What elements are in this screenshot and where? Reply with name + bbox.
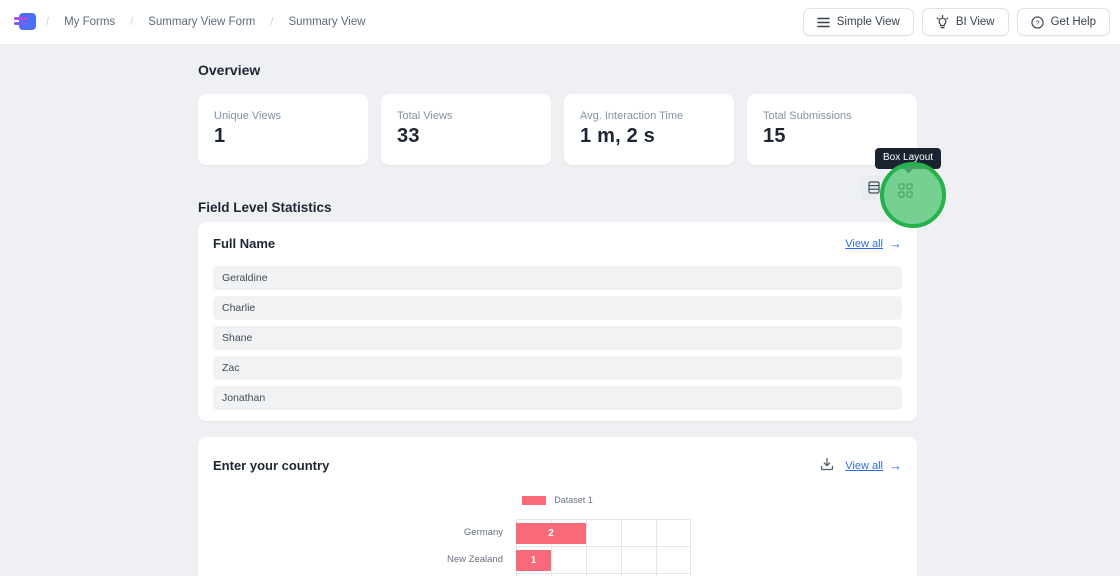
arrow-right-icon: →: [889, 236, 902, 251]
stat-label: Unique Views: [214, 110, 282, 122]
breadcrumb: / My Forms / Summary View Form / Summary…: [46, 16, 366, 28]
chart-bar: 1: [516, 550, 551, 571]
arrow-right-icon: →: [889, 458, 902, 473]
box-layout-button[interactable]: [893, 179, 918, 204]
stat-card-avg-interaction-time: Avg. Interaction Time 1 m, 2 s: [564, 94, 734, 165]
app-logo-icon[interactable]: [12, 11, 38, 33]
stat-value: 1 m, 2 s: [580, 125, 655, 147]
chart-category-labels: Germany New Zealand: [410, 519, 510, 573]
breadcrumb-form-name[interactable]: Summary View Form: [148, 16, 256, 28]
breadcrumb-separator: /: [46, 16, 50, 28]
overview-heading: Overview: [198, 62, 261, 78]
box-layout-icon: [898, 182, 913, 201]
country-card-actions: View all →: [820, 457, 902, 474]
full-name-view-all-link[interactable]: View all →: [845, 237, 902, 250]
download-icon: [820, 457, 834, 474]
full-name-response-list: Geraldine Charlie Shane Zac Jonathan: [213, 266, 902, 410]
breadcrumb-separator: /: [130, 16, 134, 28]
chart-category-label: New Zealand: [447, 554, 503, 565]
list-item: Jonathan: [213, 386, 902, 410]
stat-label: Avg. Interaction Time: [580, 110, 684, 122]
chart-legend: Dataset 1: [213, 495, 902, 505]
get-help-label: Get Help: [1050, 16, 1096, 28]
stat-card-total-views: Total Views 33: [381, 94, 551, 165]
list-item: Shane: [213, 326, 902, 350]
list-item: Charlie: [213, 296, 902, 320]
chart-category-label: Germany: [463, 527, 503, 538]
simple-view-button[interactable]: Simple View: [802, 8, 914, 36]
menu-icon: [816, 17, 830, 28]
full-name-card-header: Full Name View all →: [213, 236, 902, 251]
list-item: Zac: [213, 356, 902, 380]
list-layout-button[interactable]: [861, 176, 886, 201]
download-button[interactable]: [820, 457, 834, 474]
box-layout-tooltip: Box Layout: [875, 148, 942, 174]
stat-label: Total Views: [397, 110, 453, 122]
country-card-header: Enter your country View all →: [213, 457, 902, 474]
svg-text:?: ?: [1035, 18, 1039, 27]
field-level-statistics-heading: Field Level Statistics: [198, 200, 332, 215]
chart-row: 1: [516, 547, 690, 574]
breadcrumb-my-forms[interactable]: My Forms: [64, 16, 116, 28]
overview-stats-row: Unique Views 1 Total Views 33 Avg. Inter…: [198, 94, 917, 165]
view-all-label: View all: [845, 237, 883, 250]
bi-view-button[interactable]: BI View: [921, 8, 1009, 36]
chart-bar: 2: [516, 523, 586, 544]
get-help-button[interactable]: ? Get Help: [1016, 8, 1110, 36]
view-all-label: View all: [845, 459, 883, 472]
stat-label: Total Submissions: [763, 110, 852, 122]
tooltip-label: Box Layout: [883, 152, 934, 163]
stat-value: 15: [763, 125, 786, 147]
field-level-statistics-header: Field Level Statistics: [198, 196, 917, 222]
stat-value: 1: [214, 125, 226, 147]
bi-view-label: BI View: [955, 16, 995, 28]
full-name-card: Full Name View all → Geraldine Charlie Sha…: [198, 222, 917, 421]
simple-view-label: Simple View: [836, 16, 900, 28]
stat-card-unique-views: Unique Views 1: [198, 94, 368, 165]
country-card-title: Enter your country: [213, 458, 330, 473]
breadcrumb-separator: /: [270, 16, 274, 28]
stat-value: 33: [397, 125, 420, 147]
full-name-card-title: Full Name: [213, 236, 276, 251]
main-content: Overview Unique Views 1 Total Views 33 A…: [198, 45, 917, 576]
list-layout-icon: [867, 180, 880, 197]
country-view-all-link[interactable]: View all →: [845, 459, 902, 472]
top-navbar: / My Forms / Summary View Form / Summary…: [0, 0, 1120, 45]
legend-swatch: [522, 495, 547, 505]
country-card: Enter your country View all →: [198, 437, 917, 576]
help-circle-icon: ?: [1030, 15, 1044, 29]
nav-actions: Simple View BI View ? Get He: [802, 8, 1110, 36]
legend-label: Dataset 1: [554, 495, 593, 505]
chart-row: 2: [516, 520, 690, 547]
bulb-icon: [936, 15, 949, 29]
breadcrumb-current-page: Summary View: [288, 16, 366, 28]
list-item: Geraldine: [213, 266, 902, 290]
